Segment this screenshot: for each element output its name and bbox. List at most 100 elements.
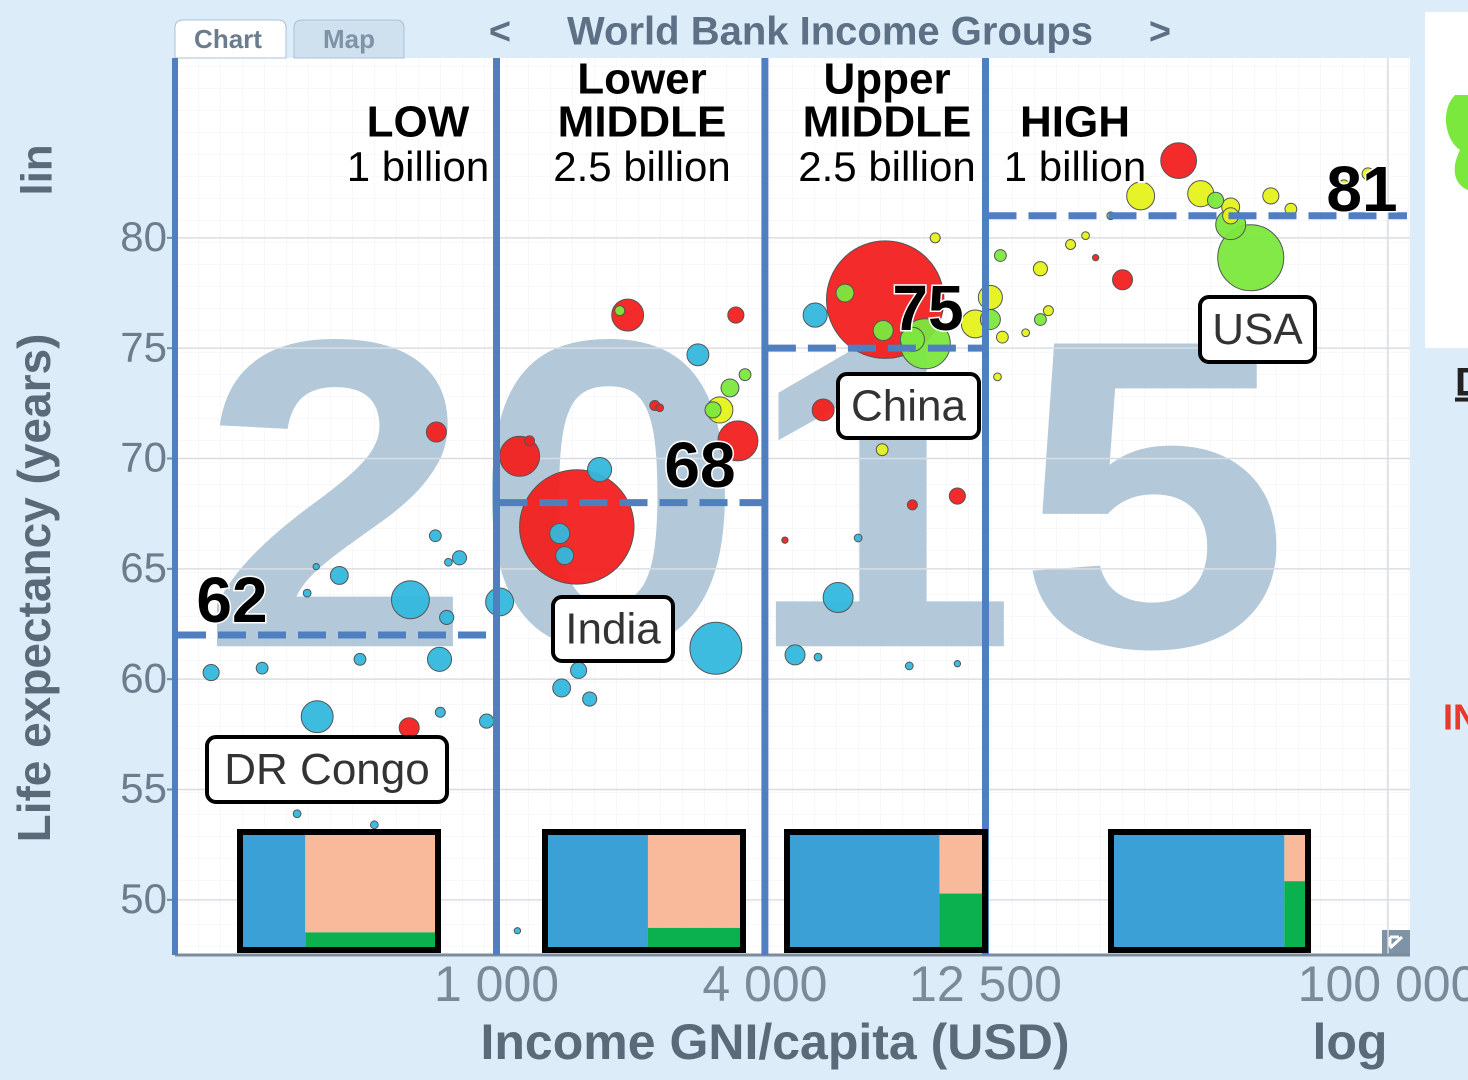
tab-label[interactable]: Chart [194, 24, 262, 54]
bubble [451, 550, 468, 566]
tab[interactable] [174, 19, 287, 59]
bubble [811, 398, 835, 422]
bubble [479, 713, 495, 729]
mix-segment [647, 927, 743, 950]
bubble [993, 372, 1002, 382]
annotation-box [551, 595, 675, 663]
x-scale-label: log [1313, 1014, 1388, 1070]
annotation-box [1198, 295, 1317, 364]
annotation-label: China [851, 382, 966, 431]
tab-label[interactable]: Map [323, 24, 375, 54]
bubble [587, 456, 613, 483]
side-map-shape [1445, 95, 1468, 190]
bubble [784, 644, 806, 666]
group-label: Upper [823, 55, 950, 104]
bubble [704, 401, 722, 419]
bubble [202, 663, 220, 682]
bubble [781, 536, 789, 544]
bubble [1091, 254, 1100, 262]
bubble [689, 621, 743, 675]
mix-segment [647, 832, 743, 928]
bubble [929, 232, 941, 244]
bubble [1262, 187, 1280, 205]
nav-prev[interactable]: < [489, 11, 511, 53]
annotation-label: USA [1212, 305, 1303, 354]
mix-segment [1284, 881, 1308, 950]
bubble [853, 533, 863, 543]
bubble [993, 249, 1007, 262]
y-axis-label: Life expectancy (years) [8, 334, 60, 843]
bubble [738, 368, 752, 382]
bubble [292, 809, 302, 819]
bubble [875, 443, 889, 457]
bubble [614, 305, 626, 317]
bubble [524, 435, 536, 447]
bubble [1217, 224, 1285, 292]
bubble [686, 343, 710, 367]
group-average-label: 68 [664, 429, 735, 501]
group-label: LOW [367, 98, 470, 147]
bubble [513, 927, 522, 935]
group-label: Lower [577, 55, 707, 104]
y-tick-label: 60 [120, 654, 167, 701]
annotation-label: India [565, 605, 661, 654]
mix-segment [939, 893, 985, 950]
bubble [329, 566, 349, 585]
bubble [953, 660, 962, 668]
group-average-label: 81 [1326, 153, 1397, 225]
bubble [398, 717, 420, 739]
mix-frame [542, 829, 746, 953]
chart-title: World Bank Income Groups [567, 10, 1093, 54]
mix-segment [240, 832, 306, 950]
bubble [255, 661, 269, 675]
mix-frame [784, 829, 988, 953]
bubble [655, 403, 665, 413]
group-average-label: 75 [892, 272, 963, 344]
y-tick-label: 70 [120, 434, 167, 481]
group-population: 1 billion [1004, 143, 1146, 190]
bubble [428, 529, 442, 543]
bubble [904, 661, 914, 671]
bubble [835, 283, 855, 303]
group-population: 1 billion [347, 143, 489, 190]
bubble [1160, 142, 1198, 179]
bubble [822, 582, 854, 614]
bubble [1065, 238, 1077, 250]
bubble [727, 306, 745, 324]
mix-segment [545, 832, 648, 950]
group-label: MIDDLE [558, 98, 727, 147]
group-label: HIGH [1020, 98, 1130, 147]
mix-segment [1111, 832, 1285, 950]
x-tick-label: 1 000 [434, 956, 559, 1012]
bubble [802, 302, 828, 328]
nav-next[interactable]: > [1149, 11, 1171, 53]
bubble [1361, 167, 1375, 181]
bubble [300, 700, 334, 734]
tab[interactable] [293, 19, 405, 59]
bubble [872, 320, 894, 342]
group-population: 2.5 billion [798, 143, 975, 190]
bubble [720, 378, 740, 398]
bubble [1033, 313, 1047, 326]
mix-segment [787, 832, 940, 950]
bubble [1126, 181, 1156, 211]
x-axis-label: Income GNI/capita (USD) [481, 1014, 1070, 1070]
bubble [426, 646, 453, 672]
bubble [948, 487, 966, 505]
x-tick-label: 100 000 [1298, 956, 1468, 1012]
bubble [1338, 179, 1350, 191]
bubble [555, 546, 575, 566]
annotation-box [836, 372, 981, 440]
minor-grid [175, 58, 1410, 955]
bubble [549, 523, 571, 545]
bubble [582, 691, 598, 707]
group-average-label: 62 [196, 564, 267, 636]
bubble [717, 420, 759, 462]
bubble [519, 469, 635, 585]
bubble [353, 652, 367, 666]
year-watermark: 2015 [200, 249, 1290, 740]
annotation-label: DR Congo [224, 745, 429, 794]
mix-segment [305, 832, 438, 933]
bubble [813, 652, 823, 662]
side-fragment: IN [1443, 697, 1468, 738]
